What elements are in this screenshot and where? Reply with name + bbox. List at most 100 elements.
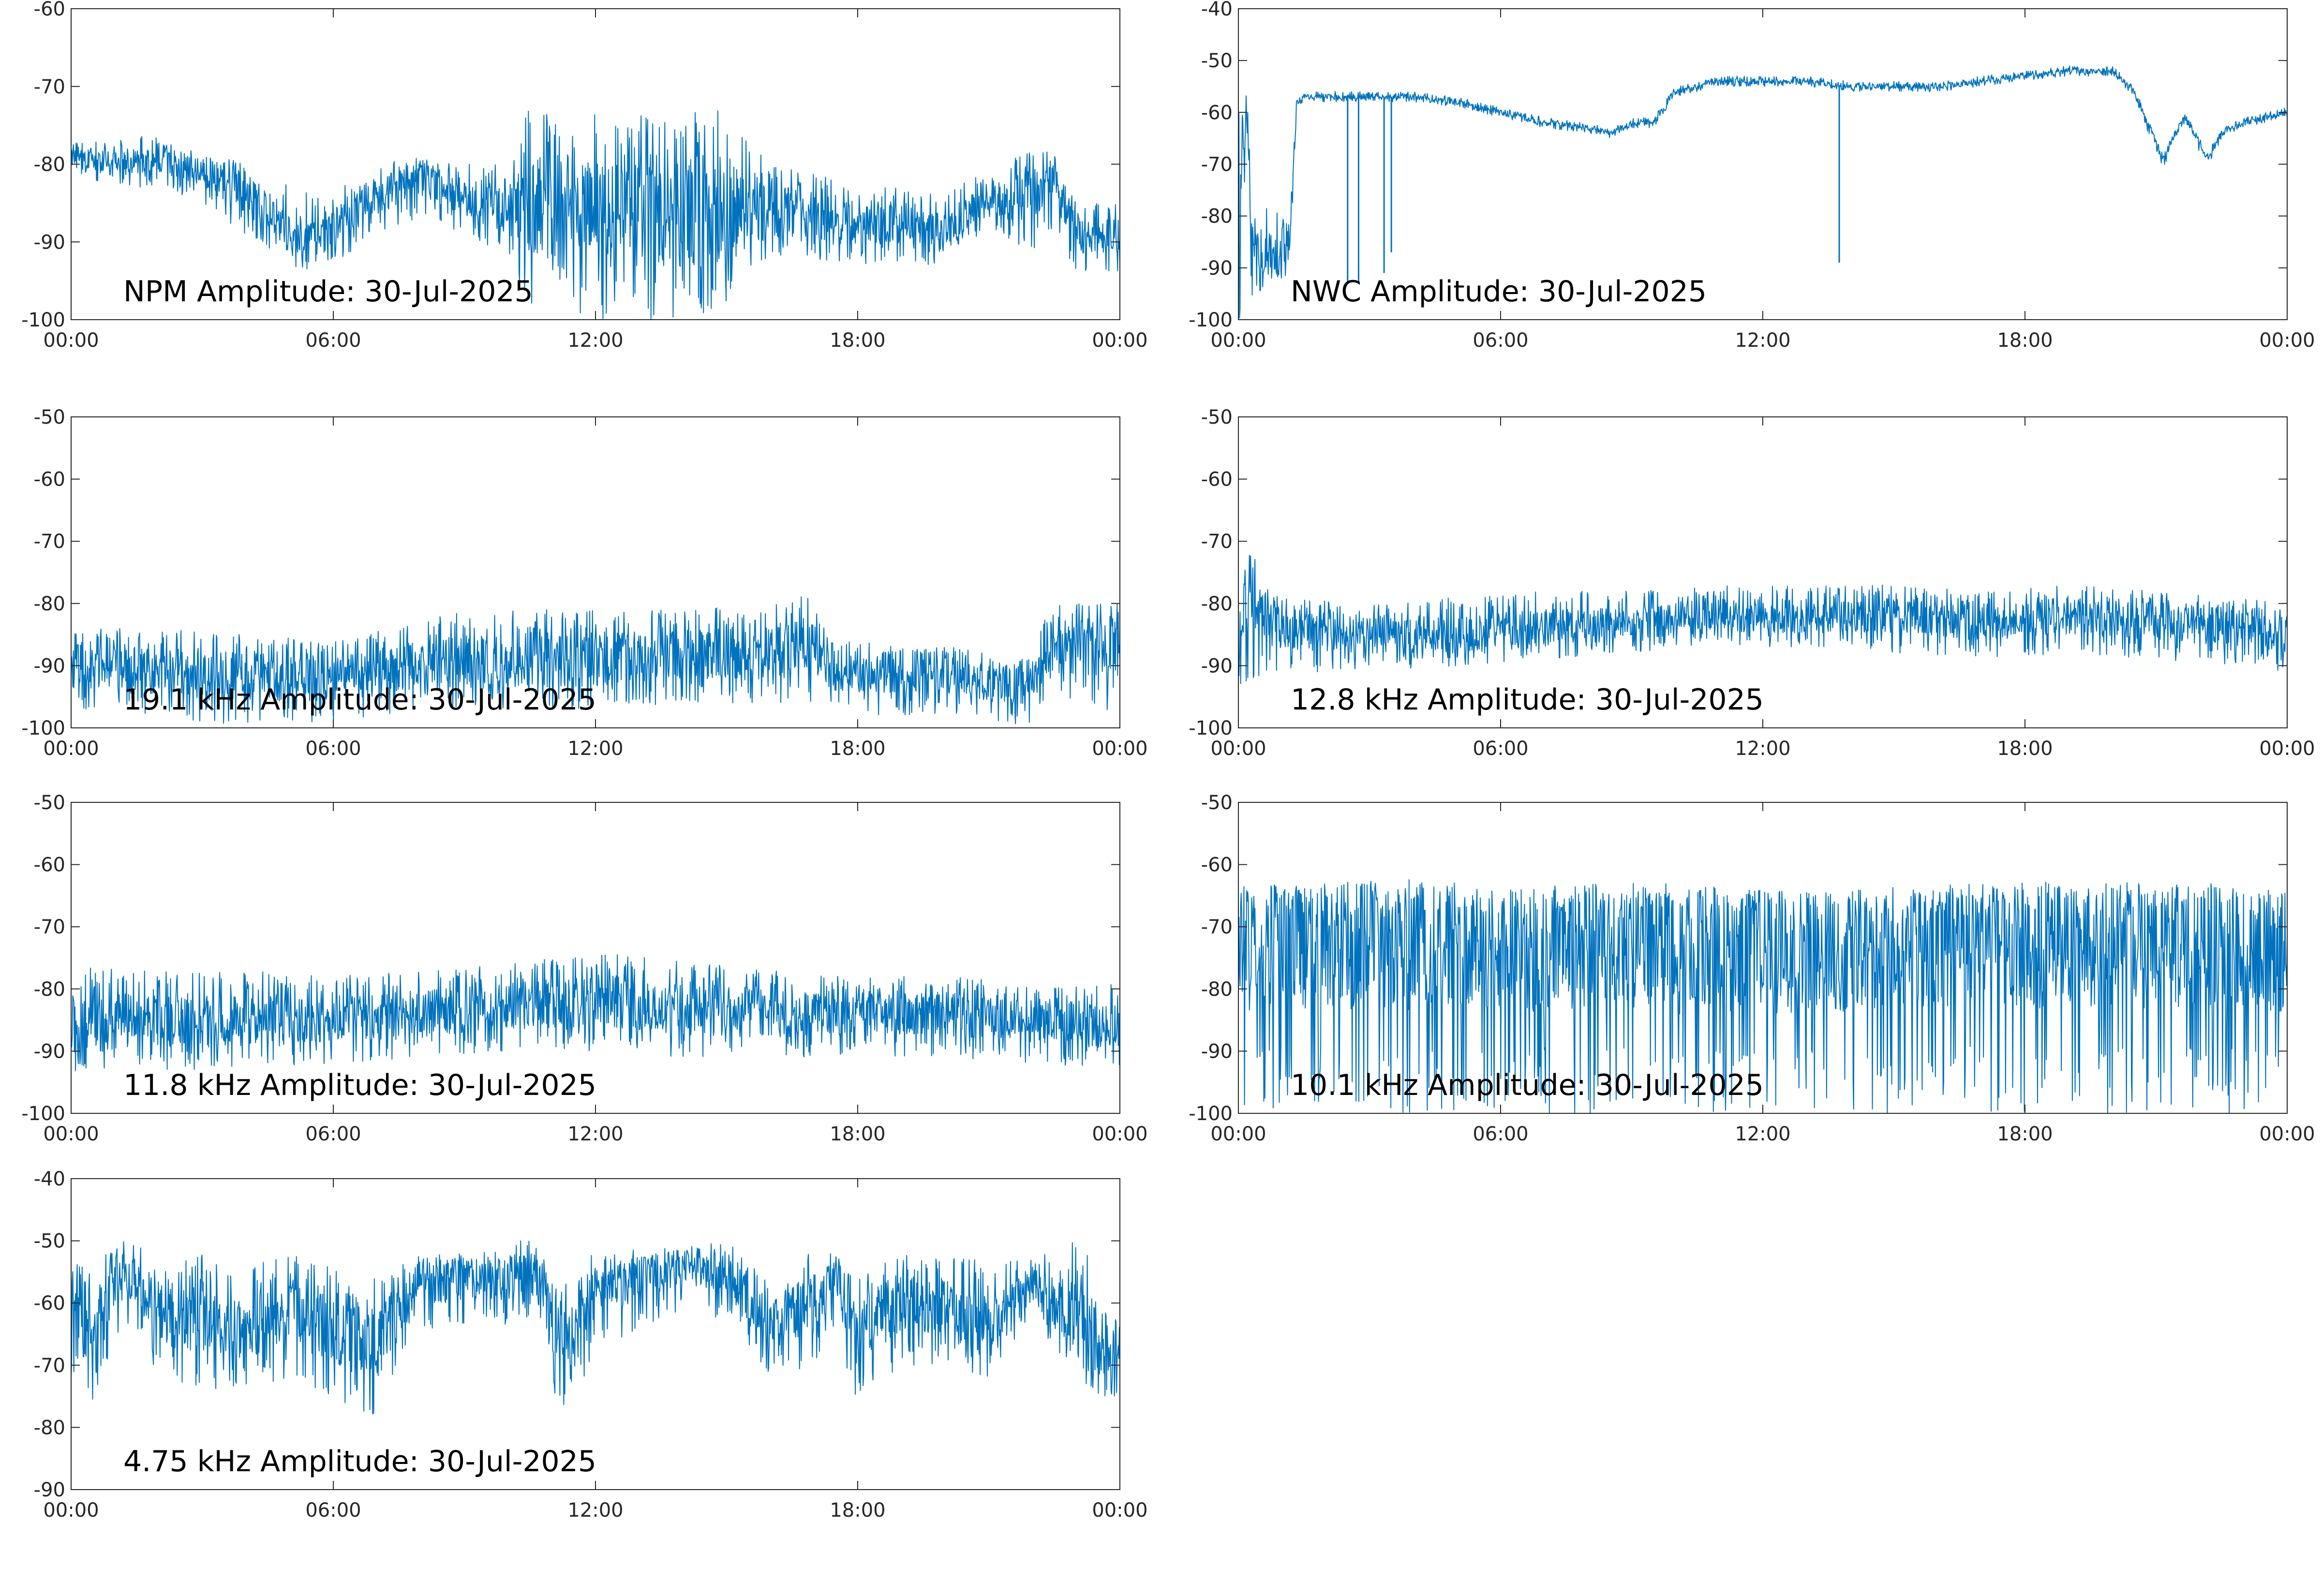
series-line	[71, 110, 1120, 319]
data-layer	[71, 596, 1120, 724]
data-layer	[71, 1240, 1120, 1415]
y-tick-label: -90	[1201, 257, 1233, 280]
y-tick-label: -50	[34, 406, 65, 429]
y-tick-label: -60	[1201, 854, 1233, 876]
data-layer	[1238, 879, 2287, 1113]
y-tick-label: -80	[34, 593, 65, 615]
x-tick-label: 12:00	[567, 1123, 623, 1145]
y-tick-label: -80	[1201, 206, 1233, 228]
y-tick-label: -100	[1189, 309, 1233, 331]
y-tick-label: -70	[34, 1355, 65, 1377]
y-tick-label: -50	[1201, 50, 1233, 72]
y-tick-label: -90	[34, 655, 65, 677]
y-tick-label: -60	[1201, 469, 1233, 491]
y-tick-label: -70	[34, 916, 65, 938]
y-tick-label: -80	[34, 154, 65, 176]
x-tick-label: 00:00	[43, 1499, 99, 1522]
y-tick-label: -80	[1201, 978, 1233, 1001]
y-tick-label: -90	[34, 231, 65, 253]
y-tick-label: -80	[34, 1417, 65, 1439]
x-tick-label: 06:00	[305, 1499, 361, 1522]
y-tick-label: -50	[34, 792, 65, 814]
y-tick-label: -90	[34, 1040, 65, 1063]
y-tick-label: -100	[21, 309, 65, 331]
y-tick-label: -40	[34, 1168, 65, 1190]
data-layer	[1238, 65, 2287, 319]
x-tick-label: 18:00	[830, 1123, 885, 1145]
x-tick-label: 00:00	[1210, 1123, 1266, 1145]
x-tick-label: 06:00	[1473, 329, 1528, 352]
x-tick-label: 06:00	[305, 329, 361, 352]
y-tick-label: -100	[1189, 717, 1233, 739]
x-tick-label: 18:00	[1997, 1123, 2053, 1145]
y-tick-label: -80	[1201, 593, 1233, 615]
x-tick-label: 00:00	[43, 329, 99, 352]
y-tick-label: -70	[34, 531, 65, 553]
x-tick-label: 00:00	[2259, 1123, 2315, 1145]
panel-annotation: 4.75 kHz Amplitude: 30-Jul-2025	[123, 1445, 596, 1478]
panel-annotation: 11.8 kHz Amplitude: 30-Jul-2025	[123, 1068, 596, 1102]
series-line	[1238, 879, 2287, 1113]
x-tick-label: 18:00	[830, 738, 885, 760]
y-tick-label: -90	[1201, 1040, 1233, 1063]
series-line	[1238, 555, 2287, 684]
y-tick-label: -80	[34, 978, 65, 1001]
series-line	[1238, 65, 2287, 319]
x-tick-label: 00:00	[1210, 329, 1266, 352]
panel-annotation: NPM Amplitude: 30-Jul-2025	[123, 275, 533, 309]
panel-annotation: 19.1 kHz Amplitude: 30-Jul-2025	[123, 683, 596, 717]
y-tick-label: -70	[1201, 154, 1233, 176]
data-layer	[71, 954, 1120, 1071]
y-tick-label: -50	[34, 1230, 65, 1253]
x-tick-label: 12:00	[1735, 1123, 1790, 1145]
x-tick-label: 00:00	[43, 738, 99, 760]
x-tick-label: 12:00	[567, 738, 623, 760]
x-tick-label: 12:00	[567, 1499, 623, 1522]
y-tick-label: -100	[21, 717, 65, 739]
x-tick-label: 00:00	[1092, 1123, 1147, 1145]
y-tick-label: -90	[34, 1479, 65, 1501]
x-tick-label: 00:00	[2259, 329, 2315, 352]
series-line	[71, 1240, 1120, 1415]
panel-annotation: 10.1 kHz Amplitude: 30-Jul-2025	[1291, 1068, 1764, 1102]
x-tick-label: 18:00	[1997, 738, 2053, 760]
x-tick-label: 18:00	[830, 1499, 885, 1522]
series-line	[71, 596, 1120, 724]
y-tick-label: -60	[1201, 102, 1233, 124]
data-layer	[1238, 555, 2287, 684]
y-tick-label: -70	[34, 76, 65, 98]
x-tick-label: 00:00	[1210, 738, 1266, 760]
data-layer	[71, 110, 1120, 319]
y-tick-label: -60	[34, 1292, 65, 1315]
x-tick-label: 06:00	[305, 738, 361, 760]
x-tick-label: 12:00	[567, 329, 623, 352]
x-tick-label: 12:00	[1735, 738, 1790, 760]
y-tick-label: -60	[34, 0, 65, 20]
x-tick-label: 06:00	[1473, 738, 1528, 760]
y-tick-label: -90	[1201, 655, 1233, 677]
y-tick-label: -70	[1201, 531, 1233, 553]
x-tick-label: 00:00	[1092, 329, 1147, 352]
y-tick-label: -70	[1201, 916, 1233, 938]
y-tick-label: -50	[1201, 406, 1233, 429]
x-tick-label: 06:00	[305, 1123, 361, 1145]
x-tick-label: 18:00	[830, 329, 885, 352]
x-tick-label: 00:00	[1092, 738, 1147, 760]
x-tick-label: 00:00	[1092, 1499, 1147, 1522]
y-tick-label: -50	[1201, 792, 1233, 814]
x-tick-label: 00:00	[43, 1123, 99, 1145]
x-tick-label: 12:00	[1735, 329, 1790, 352]
panel-annotation: NWC Amplitude: 30-Jul-2025	[1291, 275, 1707, 309]
x-tick-label: 06:00	[1473, 1123, 1528, 1145]
x-tick-label: 18:00	[1997, 329, 2053, 352]
y-tick-label: -60	[34, 854, 65, 876]
y-tick-label: -100	[1189, 1103, 1233, 1125]
